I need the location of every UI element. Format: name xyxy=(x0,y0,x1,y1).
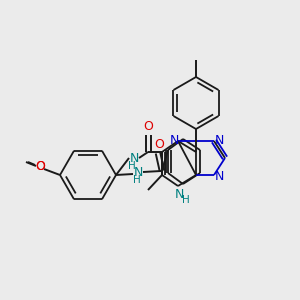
Text: N: N xyxy=(174,188,184,200)
Text: N: N xyxy=(169,134,179,146)
Text: H: H xyxy=(128,161,136,171)
Text: N: N xyxy=(214,169,224,182)
Text: N: N xyxy=(129,152,139,164)
Text: N: N xyxy=(133,167,143,179)
Text: H: H xyxy=(182,195,190,205)
Text: O: O xyxy=(154,139,164,152)
Text: O: O xyxy=(143,121,153,134)
Text: O: O xyxy=(35,160,45,173)
Text: N: N xyxy=(214,134,224,146)
Text: H: H xyxy=(133,175,141,185)
Text: O: O xyxy=(35,160,45,173)
